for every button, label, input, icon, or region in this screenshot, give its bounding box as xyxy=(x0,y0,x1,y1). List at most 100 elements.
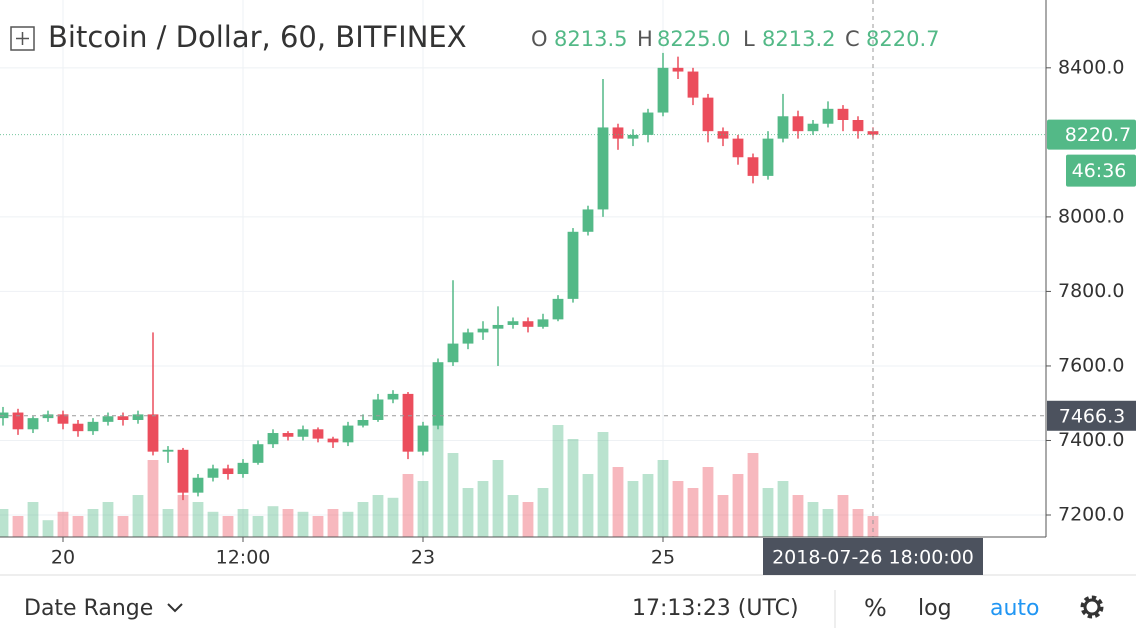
volume-bar xyxy=(552,425,564,537)
volume-bar xyxy=(792,495,804,537)
candle-body xyxy=(267,433,279,445)
auto-button[interactable]: auto xyxy=(990,596,1040,621)
volume-bar xyxy=(777,481,789,537)
chart-title: Bitcoin / Dollar, 60, BITFINEX xyxy=(48,20,467,54)
candle-body xyxy=(57,414,69,424)
volume-bar xyxy=(852,509,864,537)
volume-bar xyxy=(387,497,399,537)
candle-body xyxy=(792,116,804,132)
volume-bar xyxy=(597,432,609,537)
y-tick-label: 7400.0 xyxy=(1058,429,1124,451)
volume-bar xyxy=(672,481,684,537)
volume-bar xyxy=(207,511,219,537)
volume-bar xyxy=(87,509,99,537)
candle-body xyxy=(582,209,594,232)
volume-pane xyxy=(0,418,879,537)
volume-bar xyxy=(222,516,234,537)
candle-body xyxy=(537,319,549,327)
date-range-button[interactable]: Date Range xyxy=(24,596,153,621)
volume-bar xyxy=(12,516,24,537)
volume-bar xyxy=(762,488,774,537)
gear-ring xyxy=(1083,598,1101,616)
candle-body xyxy=(387,393,399,400)
ohlc-key: L xyxy=(743,27,755,51)
volume-bar xyxy=(582,474,594,537)
candle-body xyxy=(492,324,504,329)
volume-bar xyxy=(312,516,324,537)
y-tick-label: 7200.0 xyxy=(1058,504,1124,526)
volume-bar xyxy=(267,506,279,537)
candle-body xyxy=(87,421,99,432)
candle-body xyxy=(657,67,669,113)
volume-bar xyxy=(627,481,639,537)
candle-body xyxy=(477,328,489,333)
volume-bar xyxy=(417,481,429,537)
percent-button[interactable]: % xyxy=(864,594,887,622)
volume-bar xyxy=(177,495,189,537)
volume-bar xyxy=(402,474,414,537)
settings-button[interactable] xyxy=(1080,595,1104,619)
volume-bar xyxy=(657,460,669,537)
ohlc-value: 8213.2 xyxy=(762,27,835,51)
expand-icon[interactable] xyxy=(10,26,35,51)
volume-bar xyxy=(537,488,549,537)
x-tick-label: 20 xyxy=(51,547,75,569)
candle-body xyxy=(27,418,39,430)
volume-bar xyxy=(42,520,54,537)
volume-bar xyxy=(327,509,339,537)
candle-body xyxy=(732,138,744,158)
volume-bar xyxy=(567,439,579,537)
candle-body xyxy=(222,468,234,475)
candle-body xyxy=(132,414,144,420)
log-button[interactable]: log xyxy=(918,596,952,621)
crosshair-time-label: 2018-07-26 18:00:00 xyxy=(772,547,974,569)
candle-body xyxy=(417,425,429,452)
candle-body xyxy=(162,449,174,452)
ohlc-value: 8220.7 xyxy=(866,27,939,51)
volume-bar xyxy=(462,488,474,537)
volume-bar xyxy=(147,460,159,537)
candle-body xyxy=(237,462,249,475)
y-tick-label: 8400.0 xyxy=(1058,56,1124,78)
volume-bar xyxy=(867,516,879,537)
countdown-tag xyxy=(1066,154,1136,187)
candle-body xyxy=(0,412,9,419)
candle-body xyxy=(522,321,534,327)
volume-bar xyxy=(27,502,39,537)
candle-body xyxy=(852,119,864,132)
crosshair-price-label: 7466.3 xyxy=(1059,405,1125,427)
volume-bar xyxy=(837,495,849,537)
ohlc-key: H xyxy=(637,27,653,51)
candle-body xyxy=(807,123,819,132)
last-price-label: 8220.7 xyxy=(1065,124,1131,146)
candle-body xyxy=(252,444,264,463)
volume-bar xyxy=(822,509,834,537)
candle-body xyxy=(357,419,369,426)
grid xyxy=(0,0,1051,542)
volume-bar xyxy=(117,516,129,537)
y-tick-label: 7800.0 xyxy=(1058,280,1124,302)
volume-bar xyxy=(72,516,84,537)
candle-body xyxy=(432,362,444,426)
candle-body xyxy=(687,71,699,98)
candle-body xyxy=(747,157,759,176)
candle-body xyxy=(372,399,384,420)
volume-bar xyxy=(747,453,759,537)
ohlc-key: C xyxy=(845,27,860,51)
candle-body xyxy=(672,67,684,72)
volume-bar xyxy=(507,495,519,537)
candle-body xyxy=(342,425,354,443)
candle-body xyxy=(507,321,519,325)
volume-bar xyxy=(57,511,69,537)
volume-bar xyxy=(732,474,744,537)
volume-bar xyxy=(342,511,354,537)
y-tick-label: 8000.0 xyxy=(1058,205,1124,227)
volume-bar xyxy=(477,481,489,537)
volume-bar xyxy=(687,488,699,537)
candle-body xyxy=(297,429,309,437)
volume-bar xyxy=(357,502,369,537)
candle-body xyxy=(597,127,609,210)
volume-bar xyxy=(102,502,114,537)
candle-body xyxy=(102,416,114,422)
